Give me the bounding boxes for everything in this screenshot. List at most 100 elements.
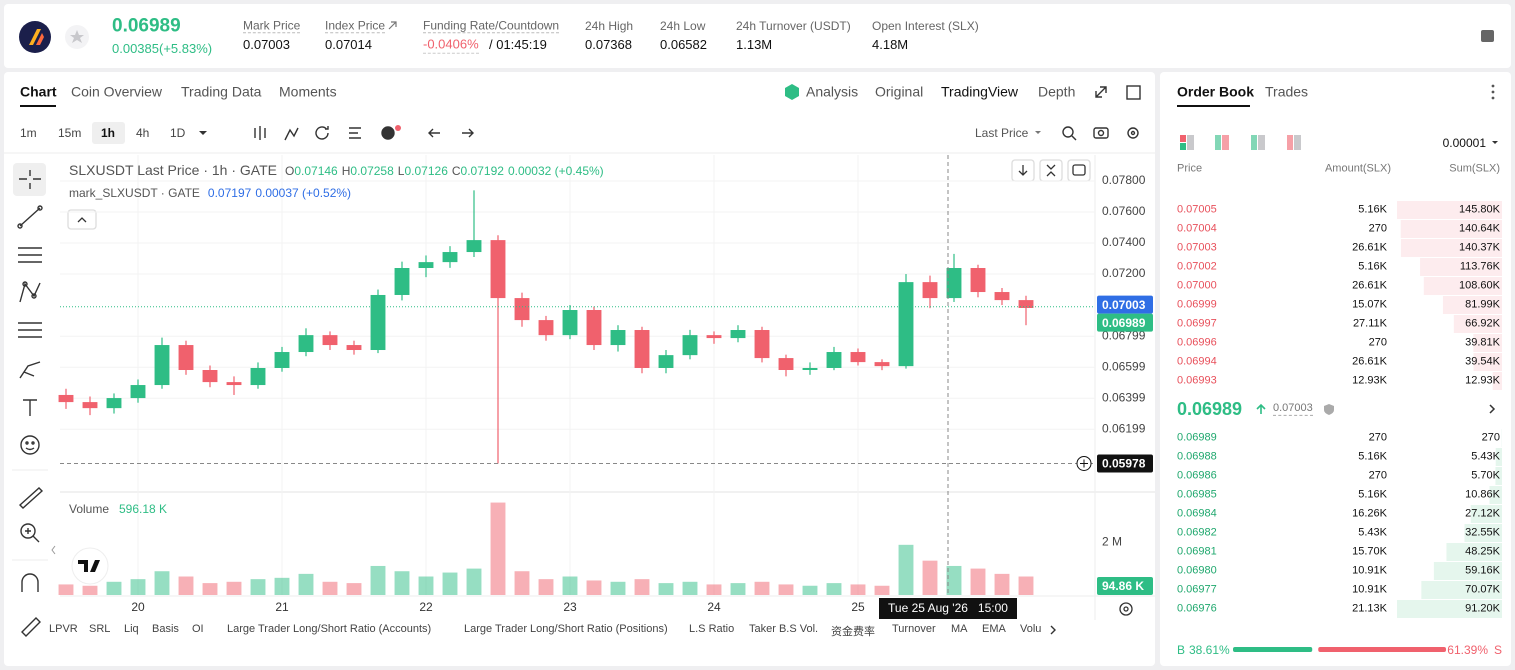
price-type[interactable]: Last Price — [975, 125, 1029, 140]
indicator[interactable]: L.S Ratio — [689, 623, 735, 635]
depth-bar — [1495, 467, 1502, 485]
logo — [19, 21, 51, 53]
scroll-right[interactable] — [1050, 625, 1056, 635]
candle-body — [634, 330, 650, 368]
book-price: 0.07002 — [1177, 260, 1217, 273]
candle-body — [346, 345, 362, 351]
indicator[interactable]: SRL — [89, 623, 111, 635]
book-price: 0.06984 — [1177, 507, 1217, 520]
candle-body — [106, 398, 122, 409]
legend-value: 0.07126 — [404, 164, 448, 178]
favorite-star[interactable] — [65, 25, 89, 49]
toolbar-icons[interactable] — [254, 126, 1139, 141]
book-price: 0.06997 — [1177, 317, 1217, 330]
stat-value: 1.13M — [736, 37, 773, 53]
indicator[interactable]: Turnover — [892, 623, 936, 635]
legend-key: C — [451, 164, 461, 178]
view-option[interactable]: Original — [875, 83, 924, 100]
candle-body — [898, 282, 914, 367]
interval[interactable]: 1h — [101, 125, 116, 140]
interval[interactable]: 1D — [170, 125, 186, 140]
tab[interactable]: Order Book — [1177, 83, 1255, 100]
indicator[interactable]: Liq — [124, 623, 139, 635]
header-icon[interactable] — [1481, 30, 1494, 42]
candle-body — [514, 298, 530, 321]
depth-bar — [1433, 562, 1502, 580]
volume-bar — [634, 579, 650, 595]
column-header: Price — [1177, 162, 1203, 175]
candle-body — [274, 352, 290, 368]
book-sum: 32.55K — [1465, 526, 1500, 539]
dropdown-caret[interactable] — [1035, 131, 1041, 134]
tab[interactable]: Coin Overview — [71, 83, 163, 100]
candle-body — [442, 252, 458, 263]
tab[interactable]: Trades — [1265, 83, 1309, 100]
stat-value: 0.07003 — [243, 37, 290, 53]
candle-body — [586, 310, 602, 346]
indicator[interactable]: Taker B.S Vol. — [749, 623, 819, 635]
y-tick-label: 0.07200 — [1102, 266, 1146, 280]
dropdown-caret[interactable] — [1492, 141, 1498, 144]
candle-body — [466, 240, 482, 253]
tab[interactable]: Chart — [20, 83, 57, 100]
drawing-tools[interactable] — [17, 170, 44, 637]
interval[interactable]: 15m — [58, 125, 82, 140]
indicator[interactable]: Large Trader Long/Short Ratio (Positions… — [464, 623, 668, 635]
book-sum: 59.16K — [1465, 564, 1500, 577]
candle-body — [994, 292, 1010, 301]
indicator[interactable]: Volu — [1020, 623, 1042, 635]
book-sum: 108.60K — [1459, 279, 1500, 292]
candle-body — [970, 268, 986, 293]
candle-body — [226, 382, 242, 386]
volume-bar — [754, 581, 770, 595]
legend-change: 0.00037 (+0.52%) — [255, 186, 352, 200]
legend-row: SLXUSDT Last Price · 1h · GATE O0.07146 H0… — [69, 162, 604, 178]
view-option[interactable]: TradingView — [941, 83, 1019, 100]
candle-body — [154, 345, 170, 386]
indicator[interactable]: Large Trader Long/Short Ratio (Accounts) — [227, 623, 432, 635]
stat-label: Index Price — [325, 18, 386, 34]
book-amount: 5.16K — [1358, 450, 1387, 463]
view-option[interactable]: Depth — [1038, 83, 1076, 100]
indicator[interactable]: 资金费率 — [831, 626, 875, 638]
interval[interactable]: 1m — [20, 125, 37, 140]
indicator[interactable]: EMA — [982, 623, 1006, 635]
volume-bar — [994, 573, 1010, 595]
window-icon[interactable] — [1126, 85, 1141, 100]
volume-value: 596.18 K — [119, 501, 168, 516]
settings-icon[interactable] — [1119, 602, 1133, 616]
legend-value: 0.07197 — [207, 186, 252, 200]
tab[interactable]: Moments — [279, 83, 337, 100]
volume-bar — [898, 544, 914, 595]
book-layout-icons[interactable] — [1180, 135, 1301, 150]
indicator[interactable]: Basis — [152, 623, 179, 635]
volume-bar — [82, 585, 98, 595]
volume-bar — [970, 568, 986, 595]
view-option[interactable]: Analysis — [806, 83, 859, 100]
indicator[interactable]: LPVR — [49, 623, 78, 635]
indicator[interactable]: MA — [951, 623, 968, 635]
indicator[interactable]: OI — [192, 623, 204, 635]
stat-value: 0.06582 — [660, 37, 707, 53]
expand-icon[interactable] — [1095, 86, 1107, 98]
depth-bar — [1420, 258, 1502, 276]
book-amount: 270 — [1368, 469, 1387, 482]
last-price-tag-box — [1097, 313, 1153, 332]
more-icon[interactable] — [1491, 84, 1495, 100]
dropdown-caret[interactable] — [199, 131, 207, 135]
precision[interactable]: 0.00001 — [1442, 135, 1486, 150]
more-arrow[interactable] — [1489, 404, 1496, 414]
x-tick-label: 24 — [707, 600, 721, 614]
book-amount: 26.61K — [1352, 241, 1387, 254]
book-price: 0.06994 — [1177, 355, 1217, 368]
x-tick-label: 25 — [851, 600, 865, 614]
book-amount: 5.16K — [1358, 260, 1387, 273]
interval[interactable]: 4h — [136, 125, 150, 140]
tab[interactable]: Trading Data — [181, 83, 262, 100]
candle-body — [682, 335, 698, 356]
volume-bar — [250, 579, 266, 595]
volume-bar — [394, 571, 410, 595]
book-price: 0.06989 — [1177, 431, 1217, 444]
depth-bar — [1453, 315, 1502, 333]
collapse-arrow[interactable] — [51, 545, 56, 555]
